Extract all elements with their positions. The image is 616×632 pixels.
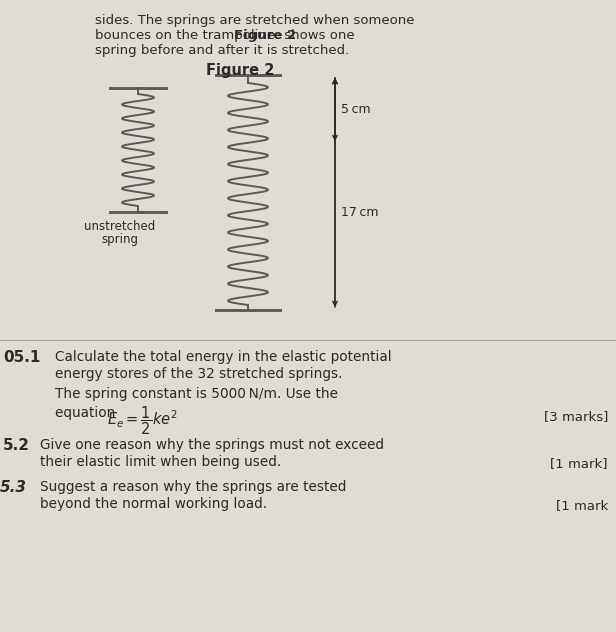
Text: 5.2: 5.2 [3,438,30,453]
Text: sides. The springs are stretched when someone: sides. The springs are stretched when so… [95,14,415,27]
Text: [1 mark]: [1 mark] [551,457,608,470]
Text: shows one: shows one [280,29,355,42]
Text: 05.1: 05.1 [3,350,41,365]
Text: [3 marks]: [3 marks] [544,410,608,423]
Text: unstretched: unstretched [84,220,156,233]
Text: equation: equation [55,406,120,420]
Text: beyond the normal working load.: beyond the normal working load. [40,497,267,511]
Text: bounces on the trampoline.: bounces on the trampoline. [95,29,283,42]
Text: Figure 2: Figure 2 [206,63,274,78]
Text: Calculate the total energy in the elastic potential: Calculate the total energy in the elasti… [55,350,392,364]
Text: Give one reason why the springs must not exceed: Give one reason why the springs must not… [40,438,384,452]
Text: $E_{e} = \dfrac{1}{2}ke^{2}$: $E_{e} = \dfrac{1}{2}ke^{2}$ [107,404,177,437]
Text: their elastic limit when being used.: their elastic limit when being used. [40,455,282,469]
Text: energy stores of the 32 stretched springs.: energy stores of the 32 stretched spring… [55,367,342,381]
Text: [1 mark: [1 mark [556,499,608,512]
Text: 5.3: 5.3 [0,480,27,495]
Text: 17 cm: 17 cm [341,206,378,219]
Text: Suggest a reason why the springs are tested: Suggest a reason why the springs are tes… [40,480,346,494]
Text: 5 cm: 5 cm [341,103,371,116]
Text: Figure 2: Figure 2 [234,29,296,42]
Text: The spring constant is 5000 N/m. Use the: The spring constant is 5000 N/m. Use the [55,387,338,401]
Text: spring: spring [102,233,139,246]
Text: spring before and after it is stretched.: spring before and after it is stretched. [95,44,349,57]
